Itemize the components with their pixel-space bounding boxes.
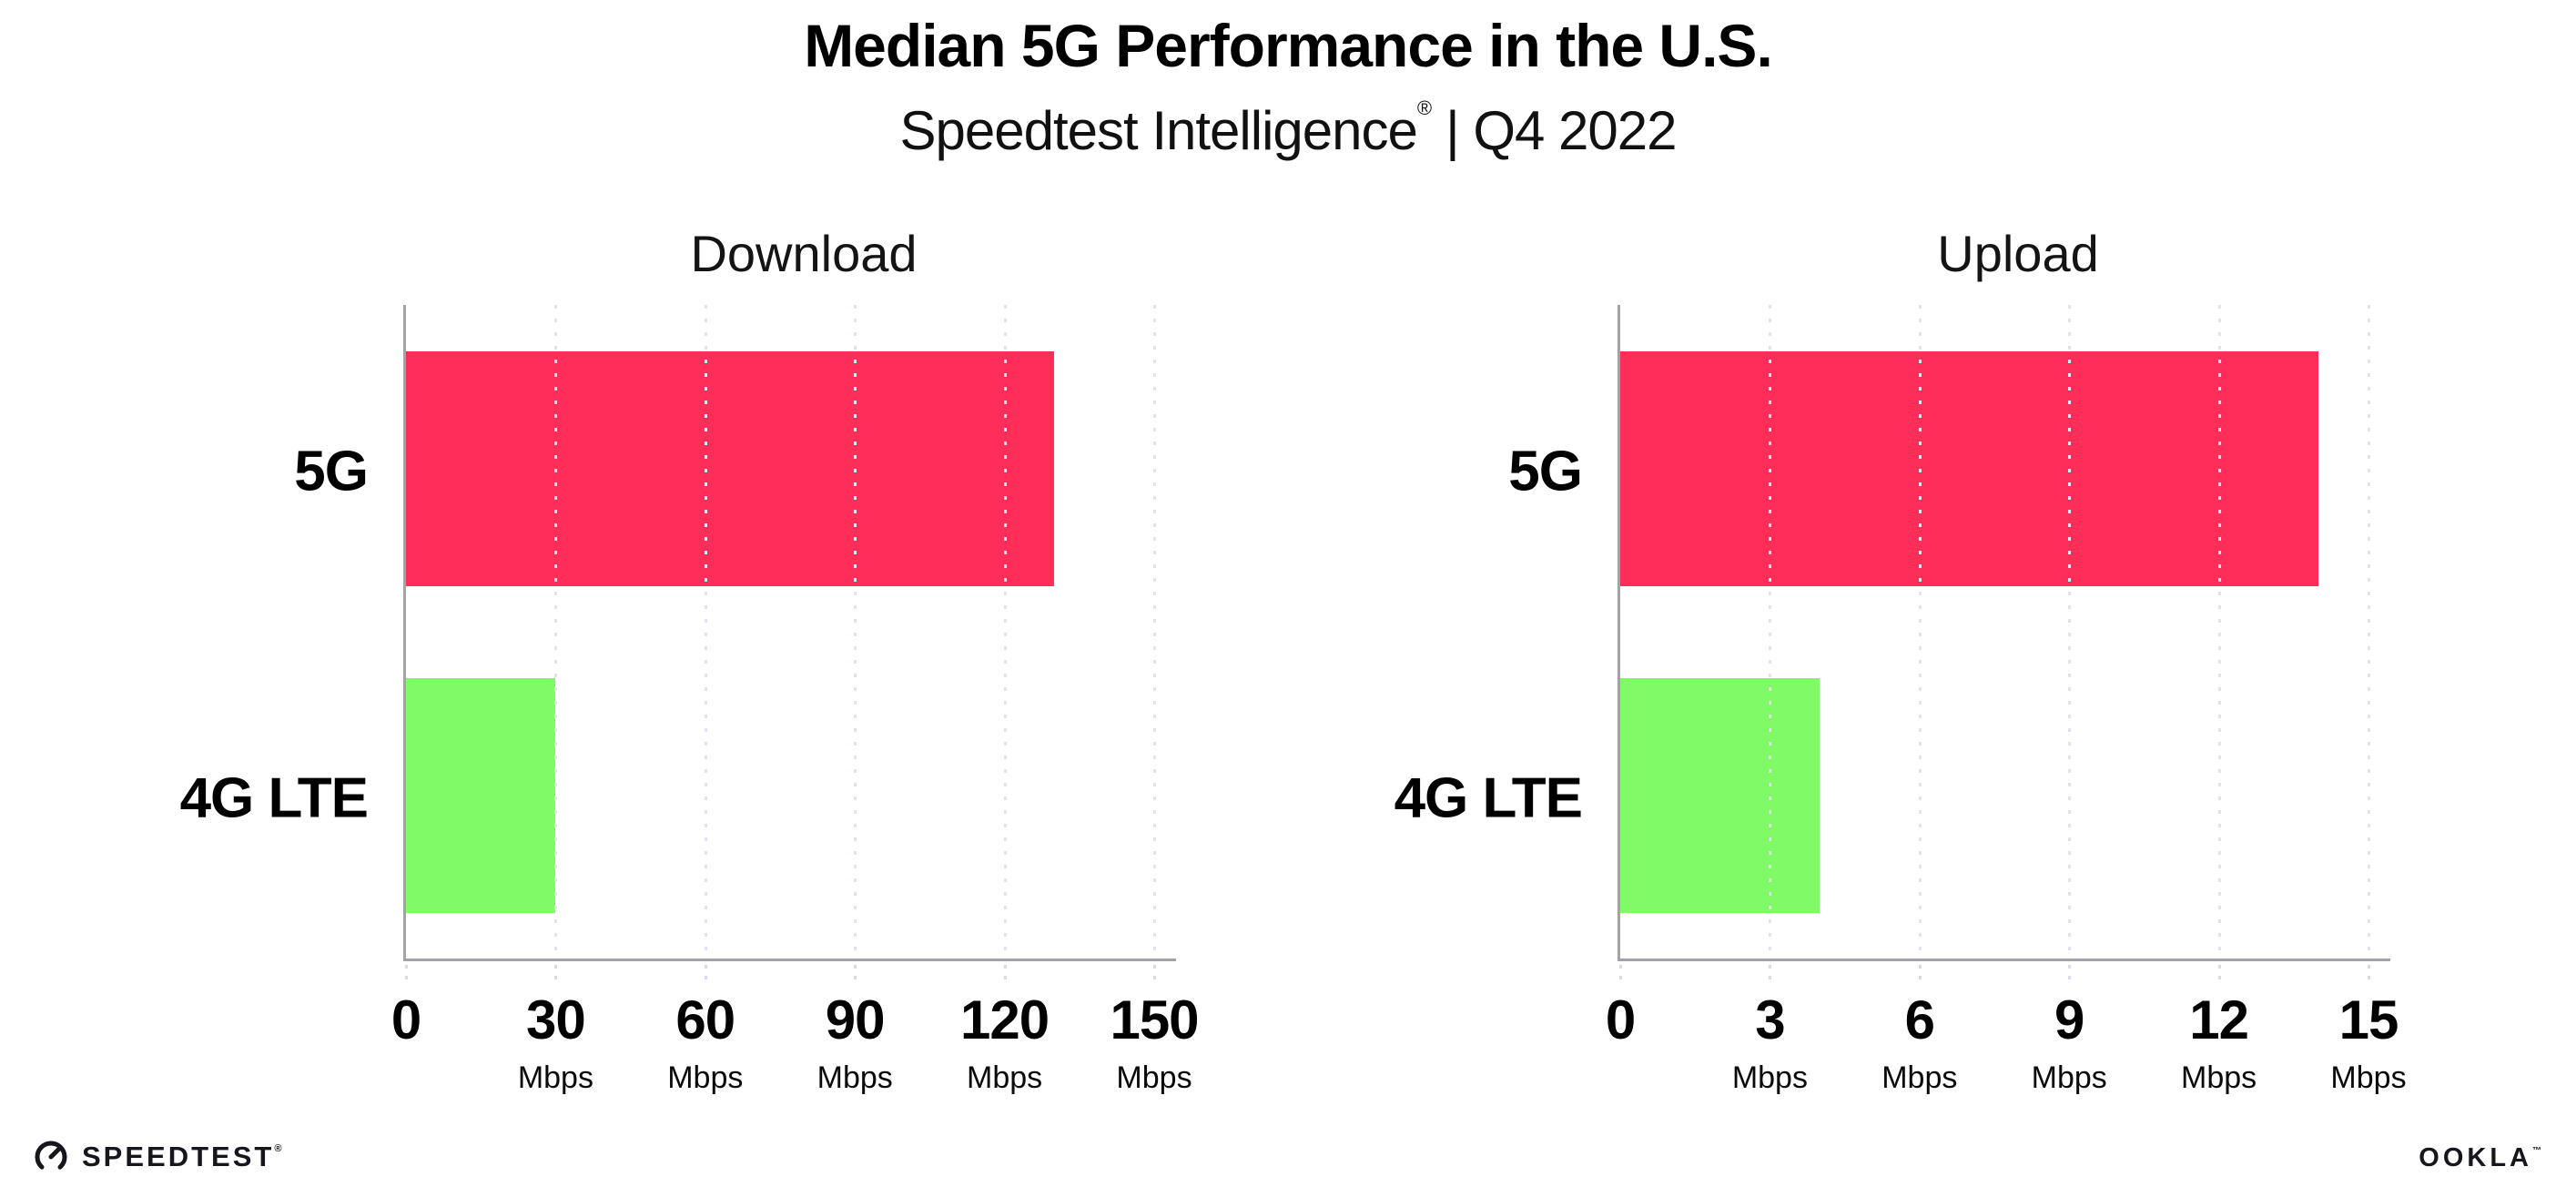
subtitle-period: | Q4 2022 [1445,100,1677,161]
tick-label-6: 6 Mbps [1881,989,1958,1095]
tick-label-120: 120 Mbps [960,989,1050,1095]
tick-mark-3 [1769,965,1772,987]
download-chart-title: Download [690,225,918,282]
tick-unit: Mbps [1116,1060,1192,1095]
tick-label-3: 3 Mbps [1731,989,1808,1095]
tick-value: 0 [390,989,421,1050]
tick-unit: Mbps [1881,1060,1958,1095]
page-subtitle: Speedtest Intelligence® | Q4 2022 [0,96,2576,162]
ookla-trademark-icon: ™ [2532,1146,2541,1156]
tick-mark-120 [1003,965,1007,987]
tick-unit: Mbps [667,1060,744,1095]
upload-plot-area: 5G 4G LTE 0 3 Mbps 6 Mbps 9 Mbps 12 Mbps 15 Mbps [1394,305,2407,1093]
tick-mark-60 [704,965,707,987]
tick-unit: Mbps [816,1060,893,1095]
ookla-logo: OOKLA™ [2419,1143,2541,1173]
tick-value: 9 [2054,989,2084,1050]
tick-unit: Mbps [517,1060,593,1095]
gridline-150 [1153,305,1156,959]
download-plot-area: 5G 4G LTE 0 30 Mbps 60 Mbps 90 Mbps 120 Mbps 150 Mb… [180,305,1200,1093]
tick-mark-0 [1619,965,1622,987]
download-bar-4g-lte [406,677,556,913]
gridline-12 [2217,305,2221,959]
tick-value: 90 [825,989,886,1050]
speedtest-logo: SPEEDTEST® [33,1139,281,1175]
subtitle-brand: Speedtest Intelligence [899,100,1417,161]
tick-mark-150 [1153,965,1156,987]
bar-row-4g-lte: 4G LTE [1394,632,2368,959]
gridline-15 [2368,305,2370,959]
tick-value: 0 [1605,989,1636,1050]
gridline-60 [704,305,707,959]
gridline-3 [1769,305,1772,959]
gridline-6 [1918,305,1922,959]
registered-trademark-icon: ® [1416,96,1432,119]
bar-row-5g: 5G [294,305,1154,632]
tick-unit: Mbps [1731,1060,1808,1095]
tick-label-90: 90 Mbps [816,989,893,1095]
page-title: Median 5G Performance in the U.S. [804,12,1773,79]
upload-bar-4g-lte [1620,677,1820,913]
download-bar-5g [406,350,1055,586]
tick-label-9: 9 Mbps [2031,989,2107,1095]
category-label: 5G [294,439,369,502]
x-axis-labels: 0 3 Mbps 6 Mbps 9 Mbps 12 Mbps 15 Mbps [1606,989,2407,1139]
tick-mark-15 [2368,965,2370,987]
upload-chart-title: Upload [1937,225,2099,282]
gridline-120 [1003,305,1007,959]
category-label: 4G LTE [1394,766,1583,829]
speedtest-trademark-icon: ® [274,1143,282,1154]
tick-unit: Mbps [2330,1060,2407,1095]
tick-label-0: 0 [1605,989,1636,1050]
tick-mark-9 [2068,965,2072,987]
tick-label-12: 12 Mbps [2181,989,2257,1095]
tick-value: 150 [1110,989,1199,1050]
tick-unit: Mbps [2031,1060,2107,1095]
speedtest-gauge-icon [35,1141,67,1173]
tick-value: 12 [2189,989,2249,1050]
upload-bar-5g [1620,350,2319,586]
tick-unit: Mbps [967,1060,1043,1095]
tick-mark-12 [2217,965,2221,987]
tick-mark-0 [405,965,408,987]
gridline-90 [854,305,857,959]
gridline-30 [554,305,558,959]
tick-mark-90 [854,965,857,987]
tick-value: 6 [1904,989,1935,1050]
speedtest-wordmark: SPEEDTEST® [82,1141,282,1172]
tick-value: 15 [2338,989,2399,1050]
gridline-9 [2068,305,2072,959]
tick-value: 30 [526,989,586,1050]
upload-bars: 5G 4G LTE [1394,305,2368,959]
category-label: 5G [1508,439,1583,502]
tick-value: 3 [1755,989,1785,1050]
ookla-wordmark: OOKLA [2419,1143,2532,1172]
tick-label-0: 0 [391,993,421,1048]
tick-label-60: 60 Mbps [667,989,744,1095]
x-axis-labels: 0 30 Mbps 60 Mbps 90 Mbps 120 Mbps 150 Mbps [391,989,1200,1139]
tick-unit: Mbps [2181,1060,2257,1095]
tick-value: 60 [675,989,735,1050]
category-label: 4G LTE [179,766,369,829]
tick-label-15: 15 Mbps [2330,989,2407,1095]
bar-row-4g-lte: 4G LTE [180,632,1154,959]
bar-row-5g: 5G [1508,305,2368,632]
tick-value: 120 [960,989,1050,1050]
download-bars: 5G 4G LTE [180,305,1154,959]
tick-label-30: 30 Mbps [517,989,593,1095]
tick-label-150: 150 Mbps [1110,989,1199,1095]
tick-mark-30 [554,965,558,987]
tick-mark-6 [1918,965,1922,987]
